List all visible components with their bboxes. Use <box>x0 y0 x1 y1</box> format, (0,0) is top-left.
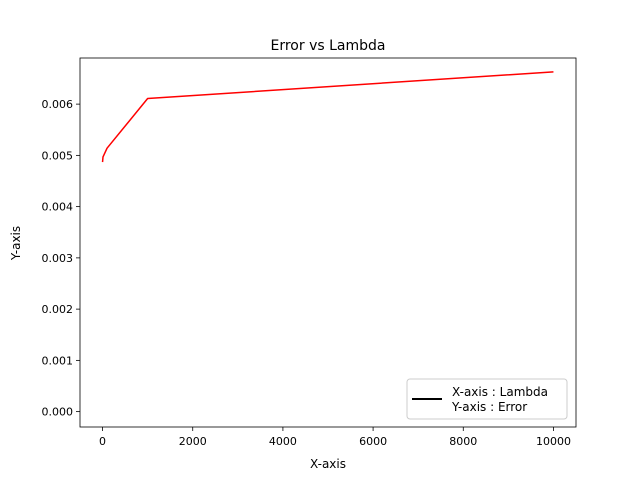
legend-entry: X-axis : Lambda <box>452 385 548 399</box>
y-tick-label: 0.006 <box>42 98 74 111</box>
legend-entry: Y-axis : Error <box>451 400 527 414</box>
x-tick-label: 4000 <box>269 435 297 448</box>
y-tick-label: 0.005 <box>42 149 74 162</box>
y-axis-label: Y-axis <box>9 226 23 261</box>
y-tick-label: 0.002 <box>42 303 74 316</box>
y-tick-label: 0.003 <box>42 252 74 265</box>
x-axis-label: X-axis <box>310 457 346 471</box>
x-tick-label: 10000 <box>536 435 571 448</box>
x-tick-label: 6000 <box>359 435 387 448</box>
series-line-0 <box>101 71 554 163</box>
legend-box <box>406 378 568 420</box>
plot-layer: 0 2000 4000 6000 8000 10000 0.000 0.001 0.002 0.0… <box>42 57 577 448</box>
chart-title: Error vs Lambda <box>271 38 386 54</box>
y-tick-label: 0.001 <box>42 354 74 367</box>
y-tick-label: 0.004 <box>42 201 74 214</box>
x-tick-label: 8000 <box>449 435 477 448</box>
y-tick-label: 0.000 <box>42 406 74 419</box>
x-tick-label: 2000 <box>179 435 207 448</box>
axes-frame <box>79 57 577 428</box>
x-tick-label: 0 <box>99 435 106 448</box>
